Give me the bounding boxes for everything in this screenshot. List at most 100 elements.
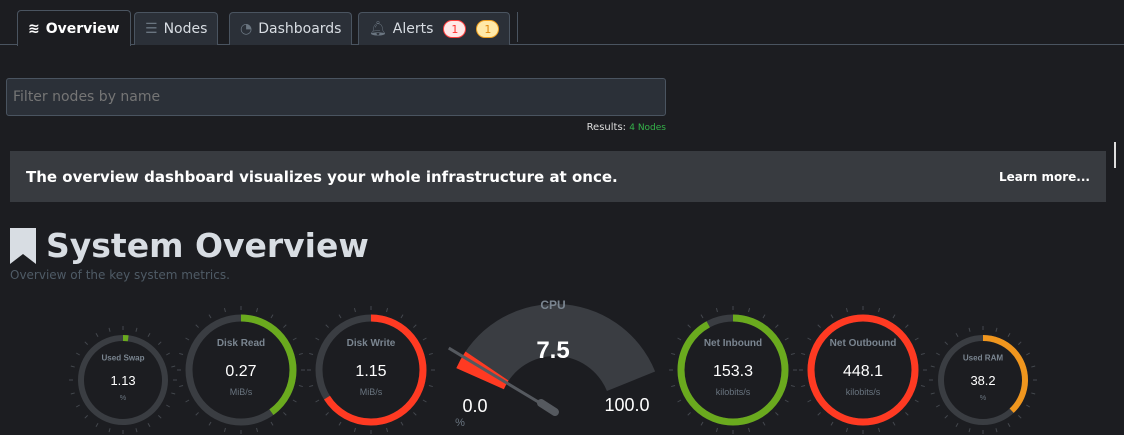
gauge-tick (338, 314, 342, 319)
gauge-tick (298, 352, 303, 355)
gauge-fill (185, 314, 297, 426)
gauge-tick (166, 352, 171, 356)
gauge-unit: MiB/s (360, 387, 383, 397)
gauge-fill (677, 314, 789, 426)
tab-divider (517, 12, 518, 42)
gauge-tick (700, 314, 704, 319)
gauge-tick (185, 399, 190, 403)
cpu-needle (447, 346, 556, 414)
gauge-tick (762, 421, 766, 426)
gauge-tick (801, 385, 806, 388)
warning-alert-badge[interactable]: 1 (476, 20, 500, 38)
gauge-tick (905, 324, 909, 328)
cpu-needle-base (537, 399, 559, 416)
gauge-unit: % (120, 393, 127, 402)
gauge-tick (256, 427, 259, 432)
filter-nodes-input[interactable] (6, 78, 666, 116)
gauge-value: 1.13 (110, 373, 135, 388)
scrollbar[interactable] (1114, 142, 1116, 168)
gauge-label: Used Swap (101, 354, 144, 363)
gauge-label: Net Outbound (830, 338, 897, 349)
gauge-tick (671, 385, 676, 388)
critical-alert-badge[interactable]: 1 (443, 20, 467, 38)
gauge-tick (700, 421, 704, 426)
gauge-tick (147, 332, 151, 337)
tab-dashboards[interactable]: ◔ Dashboards (229, 12, 353, 45)
gauge-tick (1031, 392, 1036, 395)
cpu-value: 7.5 (536, 337, 569, 364)
gauge-tick (878, 427, 881, 432)
tab-overview[interactable]: ≋ Overview (17, 10, 131, 46)
gauge-tick (790, 385, 795, 388)
tab-nodes[interactable]: ☰ Nodes (134, 12, 219, 45)
learn-more-link[interactable]: Learn more... (998, 169, 1090, 184)
cpu-max: 100.0 (604, 395, 649, 415)
gauge-tick (325, 412, 329, 416)
gauge-unit: kilobits/s (716, 387, 751, 397)
gauge-used-swap: Used Swap 1.13% (69, 326, 177, 434)
gauge-tick (353, 308, 356, 313)
gauge-tick (930, 392, 935, 395)
gauge-tick (1007, 423, 1011, 428)
gauge-tick (70, 392, 75, 395)
gauge-tick (845, 427, 848, 432)
gauge-tick (70, 365, 75, 368)
results-count: Results: 4 Nodes (586, 122, 666, 133)
gauge-tick (171, 365, 176, 368)
gauge-tick (677, 399, 682, 403)
gauge-tick (1026, 404, 1031, 408)
gauge-tick (108, 428, 111, 433)
cpu-unit: % (455, 417, 465, 429)
gauge-unit: MiB/s (230, 387, 253, 397)
gauge-tick (422, 399, 427, 403)
gauge-disk-read: Disk Read 0.27 MiB/s (177, 306, 305, 434)
gauge-tick (1018, 415, 1022, 419)
gauge-tick (185, 337, 190, 341)
gauge-label: Disk Read (217, 338, 265, 349)
gauge-tick (790, 352, 795, 355)
gauge-tick (1026, 352, 1031, 356)
gauge-tick (775, 412, 779, 416)
gauge-label: Disk Write (347, 338, 396, 349)
gauge-tick (309, 385, 314, 388)
gauge-tick (762, 314, 766, 319)
cpu-label: CPU (540, 298, 565, 312)
gauge-tick (968, 327, 971, 332)
gauge-tick (784, 337, 789, 341)
banner-text: The overview dashboard visualizes your w… (26, 167, 618, 186)
gauge-tick (147, 423, 151, 428)
tab-bar: ≋ Overview ☰ Nodes ◔ Dashboards 🔔︎ Alerts 1 … (0, 0, 1124, 46)
gauge-tick (807, 399, 812, 403)
gauge-tick (677, 337, 682, 341)
gauge-tick (108, 327, 111, 332)
gauge-tick (292, 399, 297, 403)
section-subtitle: Overview of the key system metrics. (10, 268, 230, 282)
gauge-tick (775, 324, 779, 328)
gauge-tick (309, 352, 314, 355)
gauge-tick (179, 352, 184, 355)
gauge-tick (166, 404, 171, 408)
gauge-tick (315, 399, 320, 403)
server-icon: ☰ (145, 21, 158, 37)
gauge-label: Net Inbound (704, 338, 762, 349)
gauge-tick (1031, 365, 1036, 368)
bookmark-icon (10, 228, 36, 264)
gauge-tick (784, 399, 789, 403)
gauge-tick (95, 332, 99, 337)
gauge-tick (428, 385, 433, 388)
gauge-tick (968, 428, 971, 433)
gauge-tick (413, 412, 417, 416)
section-title: System Overview (46, 226, 369, 265)
gauge-tick (315, 337, 320, 341)
tab-alerts[interactable]: 🔔︎ Alerts 1 1 (358, 12, 511, 45)
gauge-tick (935, 404, 940, 408)
gauge-tick (298, 385, 303, 388)
gauge-value: 38.2 (970, 373, 995, 388)
gauge-used-ram: Used RAM 38.2% (929, 326, 1037, 434)
gauge-tick (955, 423, 959, 428)
gauge-tick (801, 352, 806, 355)
gauge-tick (75, 404, 80, 408)
gauge-tick (830, 314, 834, 319)
gauge-tick (830, 421, 834, 426)
gauge-tick (270, 421, 274, 426)
